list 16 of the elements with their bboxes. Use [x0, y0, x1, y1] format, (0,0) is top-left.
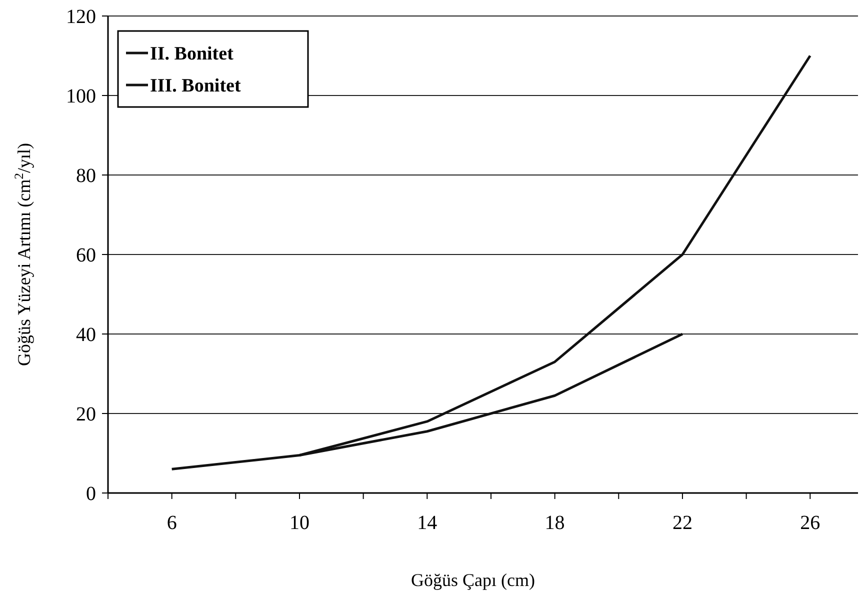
- x-axis-title: Göğüs Çapı (cm): [411, 570, 535, 590]
- x-tick-label: 26: [800, 512, 820, 534]
- x-tick-label: 18: [544, 512, 565, 534]
- legend-label: III. Bonitet: [150, 76, 242, 97]
- y-tick-label: 0: [86, 483, 96, 505]
- x-tick-label: 14: [417, 512, 438, 534]
- legend-label: II. Bonitet: [150, 44, 234, 65]
- y-tick-label: 40: [76, 324, 96, 346]
- y-tick-label: 80: [76, 165, 96, 187]
- y-tick-label: 120: [66, 6, 96, 28]
- x-tick-label: 6: [166, 512, 177, 534]
- x-tick-label: 22: [672, 512, 692, 534]
- y-tick-label: 100: [66, 86, 96, 108]
- y-tick-label: 20: [76, 404, 96, 426]
- y-tick-label: 60: [76, 244, 96, 266]
- x-tick-label: 10: [289, 512, 310, 534]
